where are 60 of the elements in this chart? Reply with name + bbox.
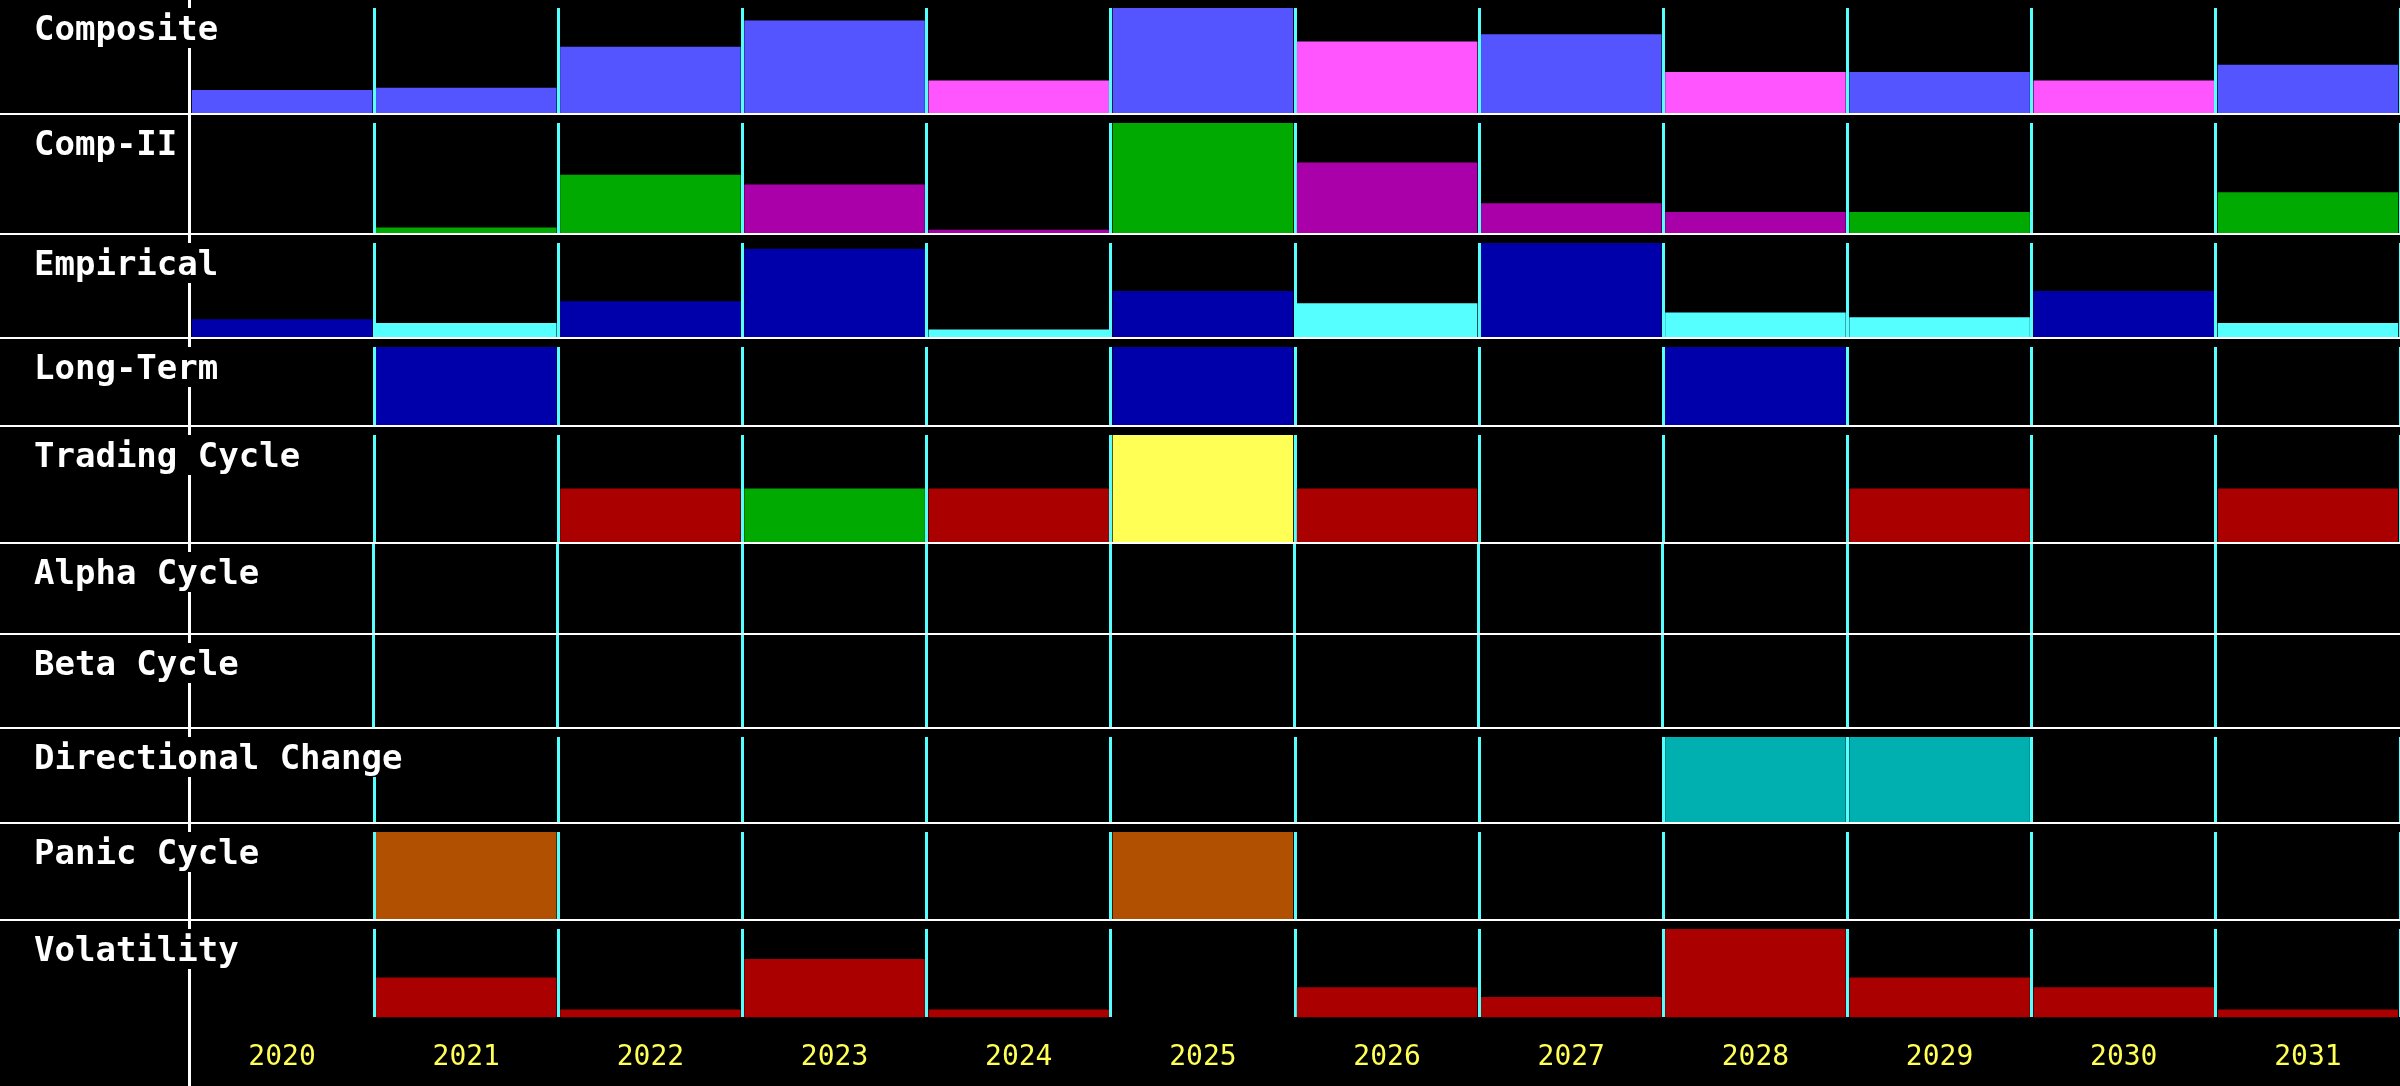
x-tick-label: 2030 [2090, 1039, 2158, 1073]
bar [2217, 64, 2399, 113]
x-tick-label: 2026 [1353, 1039, 1421, 1073]
bar [1481, 203, 1662, 233]
x-tick-label: 2022 [616, 1039, 685, 1073]
x-tick-label: 2028 [1721, 1039, 1790, 1073]
bar [928, 229, 1109, 233]
chart-title: Empirical [30, 243, 223, 283]
bar [744, 959, 925, 1018]
chart-title: Composite [30, 8, 223, 48]
bar [1481, 997, 1662, 1018]
bar [1481, 34, 1662, 113]
bar [191, 319, 373, 337]
x-tick-label: 2029 [1905, 1039, 1974, 1073]
chart-title: Trading Cycle [30, 435, 305, 475]
bar [744, 20, 925, 113]
bar [1481, 243, 1662, 337]
x-tick-label: 2025 [1169, 1039, 1237, 1073]
x-tick-label: 2024 [985, 1039, 1053, 1073]
bar [2033, 290, 2214, 337]
bar [744, 248, 925, 337]
bar [2217, 192, 2399, 233]
bar [191, 89, 373, 113]
bar [560, 301, 741, 337]
bar [1296, 162, 1478, 233]
bar [1296, 987, 1478, 1018]
text: Alpha Cycle [30, 552, 264, 592]
bar [1665, 212, 1846, 233]
bar [1665, 929, 1846, 1018]
bar [1849, 72, 2030, 113]
x-tick-label: 2027 [1537, 1039, 1605, 1073]
bar [376, 227, 557, 233]
x-tick-label: 2031 [2274, 1039, 2342, 1073]
bar [376, 977, 557, 1018]
chart-title: Panic Cycle [30, 832, 264, 872]
bar [928, 1009, 1109, 1018]
chart-title: Volatility [30, 929, 243, 969]
bar [1296, 41, 1478, 113]
bar [1112, 8, 1294, 113]
bar [744, 184, 925, 233]
chart-title: Directional Change [30, 737, 407, 777]
bar [1665, 72, 1846, 113]
bar [560, 174, 741, 233]
text: Beta Cycle [30, 643, 243, 683]
bar [376, 87, 557, 113]
bar [1112, 123, 1294, 233]
x-tick-label: 2023 [800, 1039, 869, 1073]
x-tick-label: 2021 [432, 1039, 500, 1073]
chart-title: Long-Term [30, 347, 223, 387]
bar [1112, 290, 1294, 337]
bar [2033, 987, 2214, 1018]
bar [2217, 1009, 2399, 1018]
bar [928, 80, 1109, 113]
chart-title: Comp-II [30, 123, 182, 163]
bar [560, 46, 741, 113]
bar [1849, 212, 2030, 233]
bar [560, 1009, 741, 1018]
bar [2033, 80, 2214, 113]
x-tick-label: 2020 [248, 1039, 316, 1073]
bar [1849, 977, 2030, 1018]
